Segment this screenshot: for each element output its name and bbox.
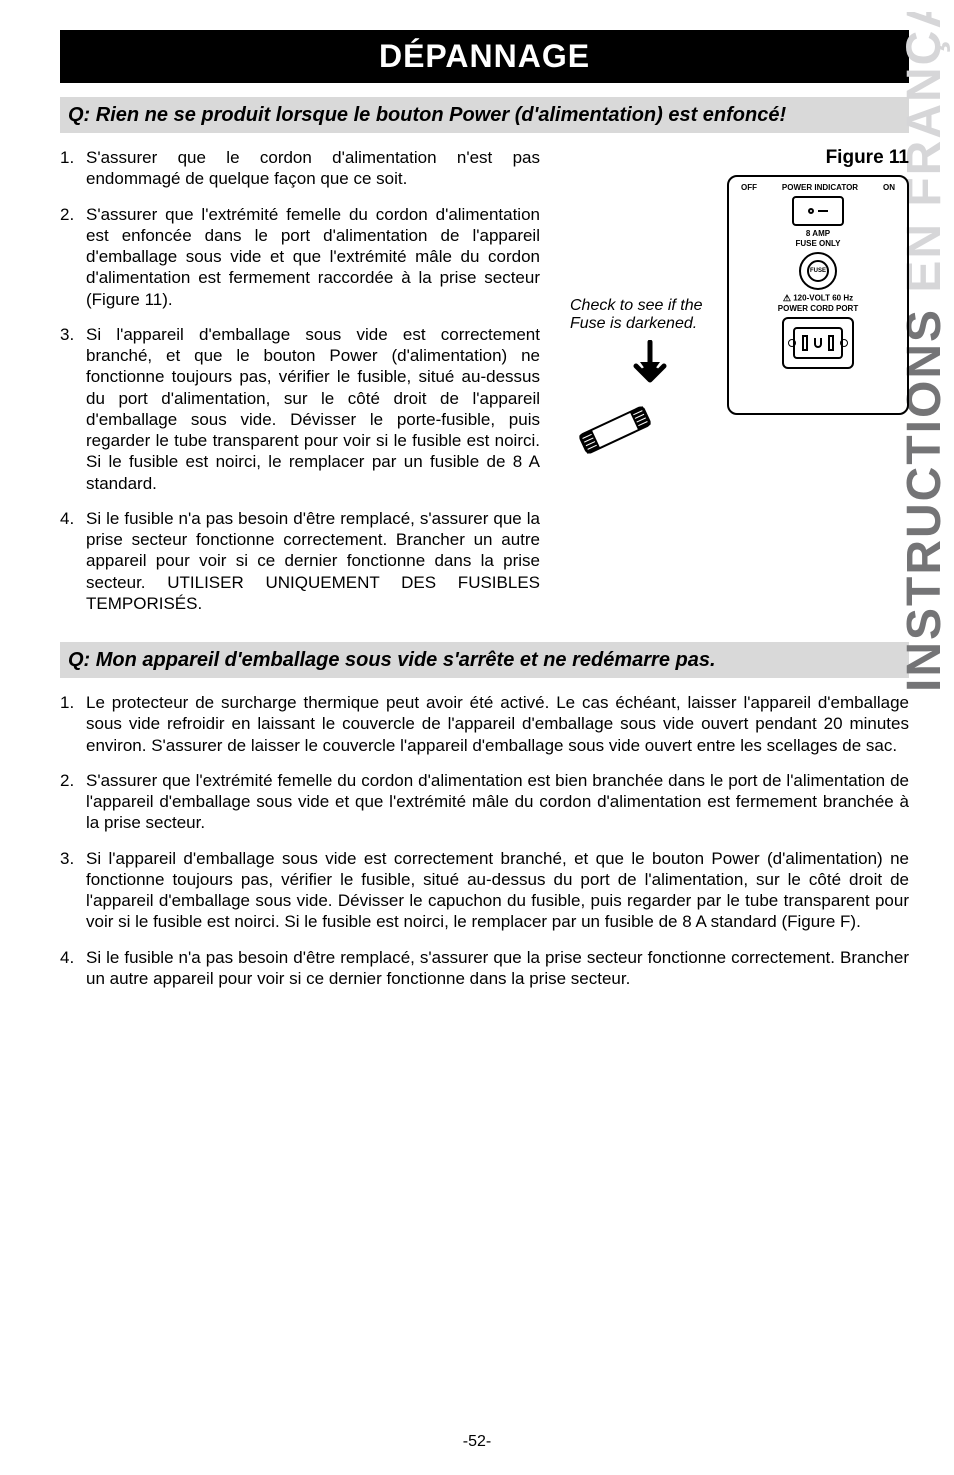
check-fuse-caption: Check to see if the Fuse is darkened. — [570, 297, 703, 460]
q1-para-1: 1. S'assurer que le cordon d'alimentatio… — [60, 147, 540, 190]
prong-icon — [802, 335, 808, 351]
list-text: Si l'appareil d'emballage sous vide est … — [86, 848, 909, 933]
q2-para-1: 1. Le protecteur de surcharge thermique … — [60, 692, 909, 756]
q1-para-2: 2. S'assurer que l'extrémité femelle du … — [60, 204, 540, 310]
list-text: S'assurer que l'extrémité femelle du cor… — [86, 204, 540, 310]
fuse-tube-icon — [570, 400, 660, 460]
power-indicator-label: POWER INDICATOR — [782, 183, 858, 192]
figure-label: Figure 11 — [560, 147, 909, 169]
list-text: Si l'appareil d'emballage sous vide est … — [86, 324, 540, 494]
list-text: Si le fusible n'a pas besoin d'être remp… — [86, 947, 909, 990]
switch-line-icon — [818, 210, 828, 212]
volt-label-1: 120-VOLT 60 Hz — [793, 294, 853, 303]
q2-heading: Q: Mon appareil d'emballage sous vide s'… — [60, 642, 909, 678]
q1-heading: Q: Rien ne se produit lorsque le bouton … — [60, 97, 909, 133]
power-switch-icon — [792, 196, 844, 226]
fuse-holder-icon: FUSE — [799, 252, 837, 290]
list-number: 2. — [60, 770, 86, 834]
list-number: 3. — [60, 848, 86, 933]
list-text: Le protecteur de surcharge thermique peu… — [86, 692, 909, 756]
list-number: 1. — [60, 692, 86, 756]
power-indicator-row: OFF POWER INDICATOR ON — [735, 183, 901, 192]
check-line-2: Fuse is darkened. — [570, 315, 703, 333]
ground-prong-icon — [814, 338, 822, 348]
page-number: -52- — [0, 1433, 954, 1451]
q1-right-column: Figure 11 OFF POWER INDICATOR ON 8 AMP F… — [560, 147, 909, 628]
list-number: 4. — [60, 947, 86, 990]
switch-dot-icon — [808, 208, 814, 214]
q2-para-2: 2. S'assurer que l'extrémité femelle du … — [60, 770, 909, 834]
prong-icon — [828, 335, 834, 351]
q2-para-4: 4. Si le fusible n'a pas besoin d'être r… — [60, 947, 909, 990]
q2-para-3: 3. Si l'appareil d'emballage sous vide e… — [60, 848, 909, 933]
power-port-icon — [782, 317, 854, 369]
q1-left-column: 1. S'assurer que le cordon d'alimentatio… — [60, 147, 540, 628]
q1-para-3: 3. Si l'appareil d'emballage sous vide e… — [60, 324, 540, 494]
screw-icon — [840, 339, 848, 347]
outlet-inner-icon — [793, 327, 843, 359]
screw-icon — [788, 339, 796, 347]
off-label: OFF — [741, 183, 757, 192]
list-number: 3. — [60, 324, 86, 494]
amp-label-1: 8 AMP — [735, 230, 901, 238]
list-text: Si le fusible n'a pas besoin d'être remp… — [86, 508, 540, 614]
q1-body: 1. S'assurer que le cordon d'alimentatio… — [60, 147, 909, 628]
list-number: 4. — [60, 508, 86, 614]
check-line-1: Check to see if the — [570, 297, 703, 315]
fuse-text: FUSE — [810, 268, 826, 274]
arrow-down-icon — [630, 340, 670, 396]
fuse-cap-icon: FUSE — [807, 260, 829, 282]
list-number: 2. — [60, 204, 86, 310]
warning-icon: ⚠ — [783, 294, 791, 303]
list-number: 1. — [60, 147, 86, 190]
page-title: DÉPANNAGE — [379, 38, 590, 74]
volt-row: ⚠ 120-VOLT 60 Hz — [735, 294, 901, 303]
q1-para-4: 4. Si le fusible n'a pas besoin d'être r… — [60, 508, 540, 614]
page-title-bar: DÉPANNAGE — [60, 30, 909, 83]
device-panel: OFF POWER INDICATOR ON 8 AMP FUSE ONLY F… — [727, 175, 909, 415]
on-label: ON — [883, 183, 895, 192]
list-text: S'assurer que l'extrémité femelle du cor… — [86, 770, 909, 834]
list-text: S'assurer que le cordon d'alimentation n… — [86, 147, 540, 190]
cord-port-label: POWER CORD PORT — [735, 305, 901, 313]
amp-label-2: FUSE ONLY — [735, 240, 901, 248]
